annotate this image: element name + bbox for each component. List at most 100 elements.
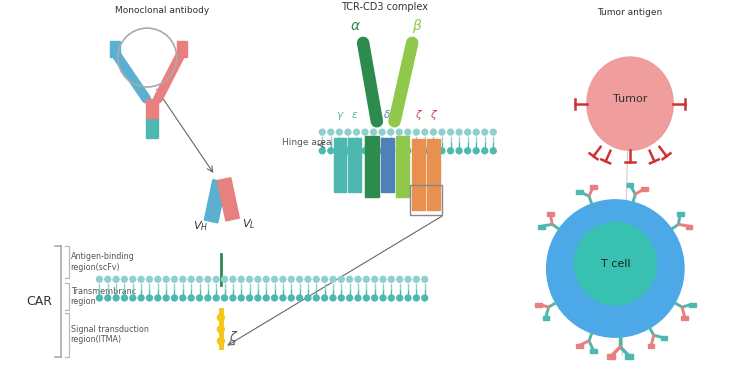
- Text: TCR-CD3 complex: TCR-CD3 complex: [341, 3, 428, 13]
- Bar: [685, 225, 692, 229]
- Text: Antigen-binding
region(scFv): Antigen-binding region(scFv): [71, 252, 135, 272]
- Circle shape: [221, 295, 227, 301]
- Circle shape: [431, 148, 437, 154]
- Circle shape: [405, 148, 411, 154]
- Text: Signal transduction
region(ITMA): Signal transduction region(ITMA): [71, 325, 149, 344]
- Circle shape: [431, 129, 437, 135]
- Bar: [147, 118, 158, 138]
- Bar: [608, 354, 616, 359]
- Circle shape: [345, 129, 351, 135]
- Circle shape: [180, 276, 186, 282]
- Circle shape: [354, 129, 360, 135]
- Text: ζ: ζ: [430, 110, 436, 120]
- Circle shape: [205, 295, 211, 301]
- Circle shape: [448, 148, 454, 154]
- Circle shape: [345, 148, 351, 154]
- Bar: [410, 185, 442, 215]
- Circle shape: [362, 129, 368, 135]
- Circle shape: [221, 276, 227, 282]
- Circle shape: [289, 276, 295, 282]
- Circle shape: [188, 276, 194, 282]
- Circle shape: [388, 276, 394, 282]
- Bar: [689, 303, 696, 307]
- Text: Transmembranc
region: Transmembranc region: [71, 287, 136, 306]
- Circle shape: [172, 295, 178, 301]
- Circle shape: [422, 295, 428, 301]
- Circle shape: [297, 295, 303, 301]
- Circle shape: [414, 295, 420, 301]
- Bar: [576, 190, 582, 194]
- Bar: [218, 178, 239, 221]
- Circle shape: [218, 326, 224, 333]
- Text: Tumor antigen: Tumor antigen: [597, 9, 662, 17]
- Circle shape: [218, 314, 224, 321]
- Circle shape: [246, 295, 252, 301]
- Bar: [542, 316, 549, 320]
- Circle shape: [280, 276, 286, 282]
- Circle shape: [491, 129, 497, 135]
- Circle shape: [328, 148, 334, 154]
- Bar: [576, 344, 582, 348]
- Bar: [590, 349, 596, 353]
- Circle shape: [397, 148, 402, 154]
- Circle shape: [172, 276, 178, 282]
- Circle shape: [147, 295, 152, 301]
- Circle shape: [414, 276, 420, 282]
- Bar: [547, 212, 554, 216]
- Circle shape: [305, 276, 311, 282]
- Circle shape: [213, 295, 219, 301]
- Text: ζ: ζ: [415, 110, 421, 120]
- Circle shape: [121, 276, 127, 282]
- Circle shape: [105, 295, 111, 301]
- Circle shape: [397, 295, 403, 301]
- Circle shape: [363, 276, 369, 282]
- Text: γ: γ: [337, 110, 343, 120]
- Text: β: β: [412, 19, 421, 33]
- Circle shape: [138, 295, 144, 301]
- Circle shape: [371, 148, 377, 154]
- Circle shape: [263, 276, 269, 282]
- Circle shape: [320, 129, 325, 135]
- Bar: [427, 139, 440, 210]
- Circle shape: [205, 276, 211, 282]
- Circle shape: [328, 129, 334, 135]
- Circle shape: [130, 295, 135, 301]
- Circle shape: [448, 129, 454, 135]
- Circle shape: [338, 276, 344, 282]
- Circle shape: [130, 276, 135, 282]
- Bar: [627, 183, 633, 188]
- Bar: [625, 354, 633, 359]
- Circle shape: [474, 129, 479, 135]
- Circle shape: [405, 295, 411, 301]
- Circle shape: [456, 148, 462, 154]
- Bar: [177, 41, 186, 57]
- Text: α: α: [350, 19, 360, 33]
- Text: $\mathit{V}_H$: $\mathit{V}_H$: [193, 219, 209, 233]
- Bar: [395, 136, 409, 197]
- Circle shape: [246, 276, 252, 282]
- Text: Monoclonal antibody: Monoclonal antibody: [115, 6, 209, 16]
- Text: Tumor: Tumor: [613, 94, 648, 104]
- Circle shape: [422, 276, 428, 282]
- Bar: [539, 225, 545, 229]
- Circle shape: [330, 295, 336, 301]
- Circle shape: [363, 295, 369, 301]
- Circle shape: [474, 148, 479, 154]
- Text: T cell: T cell: [601, 259, 630, 269]
- Bar: [590, 185, 596, 189]
- Circle shape: [289, 295, 295, 301]
- Circle shape: [337, 148, 343, 154]
- Text: $\mathit{V}_L$: $\mathit{V}_L$: [243, 217, 256, 231]
- Circle shape: [322, 295, 328, 301]
- Circle shape: [263, 295, 269, 301]
- Circle shape: [322, 276, 328, 282]
- Circle shape: [380, 295, 386, 301]
- Circle shape: [164, 295, 169, 301]
- Circle shape: [213, 276, 219, 282]
- Circle shape: [379, 129, 385, 135]
- Circle shape: [280, 295, 286, 301]
- Circle shape: [379, 148, 385, 154]
- Bar: [204, 180, 226, 223]
- Bar: [349, 138, 361, 192]
- Circle shape: [330, 276, 336, 282]
